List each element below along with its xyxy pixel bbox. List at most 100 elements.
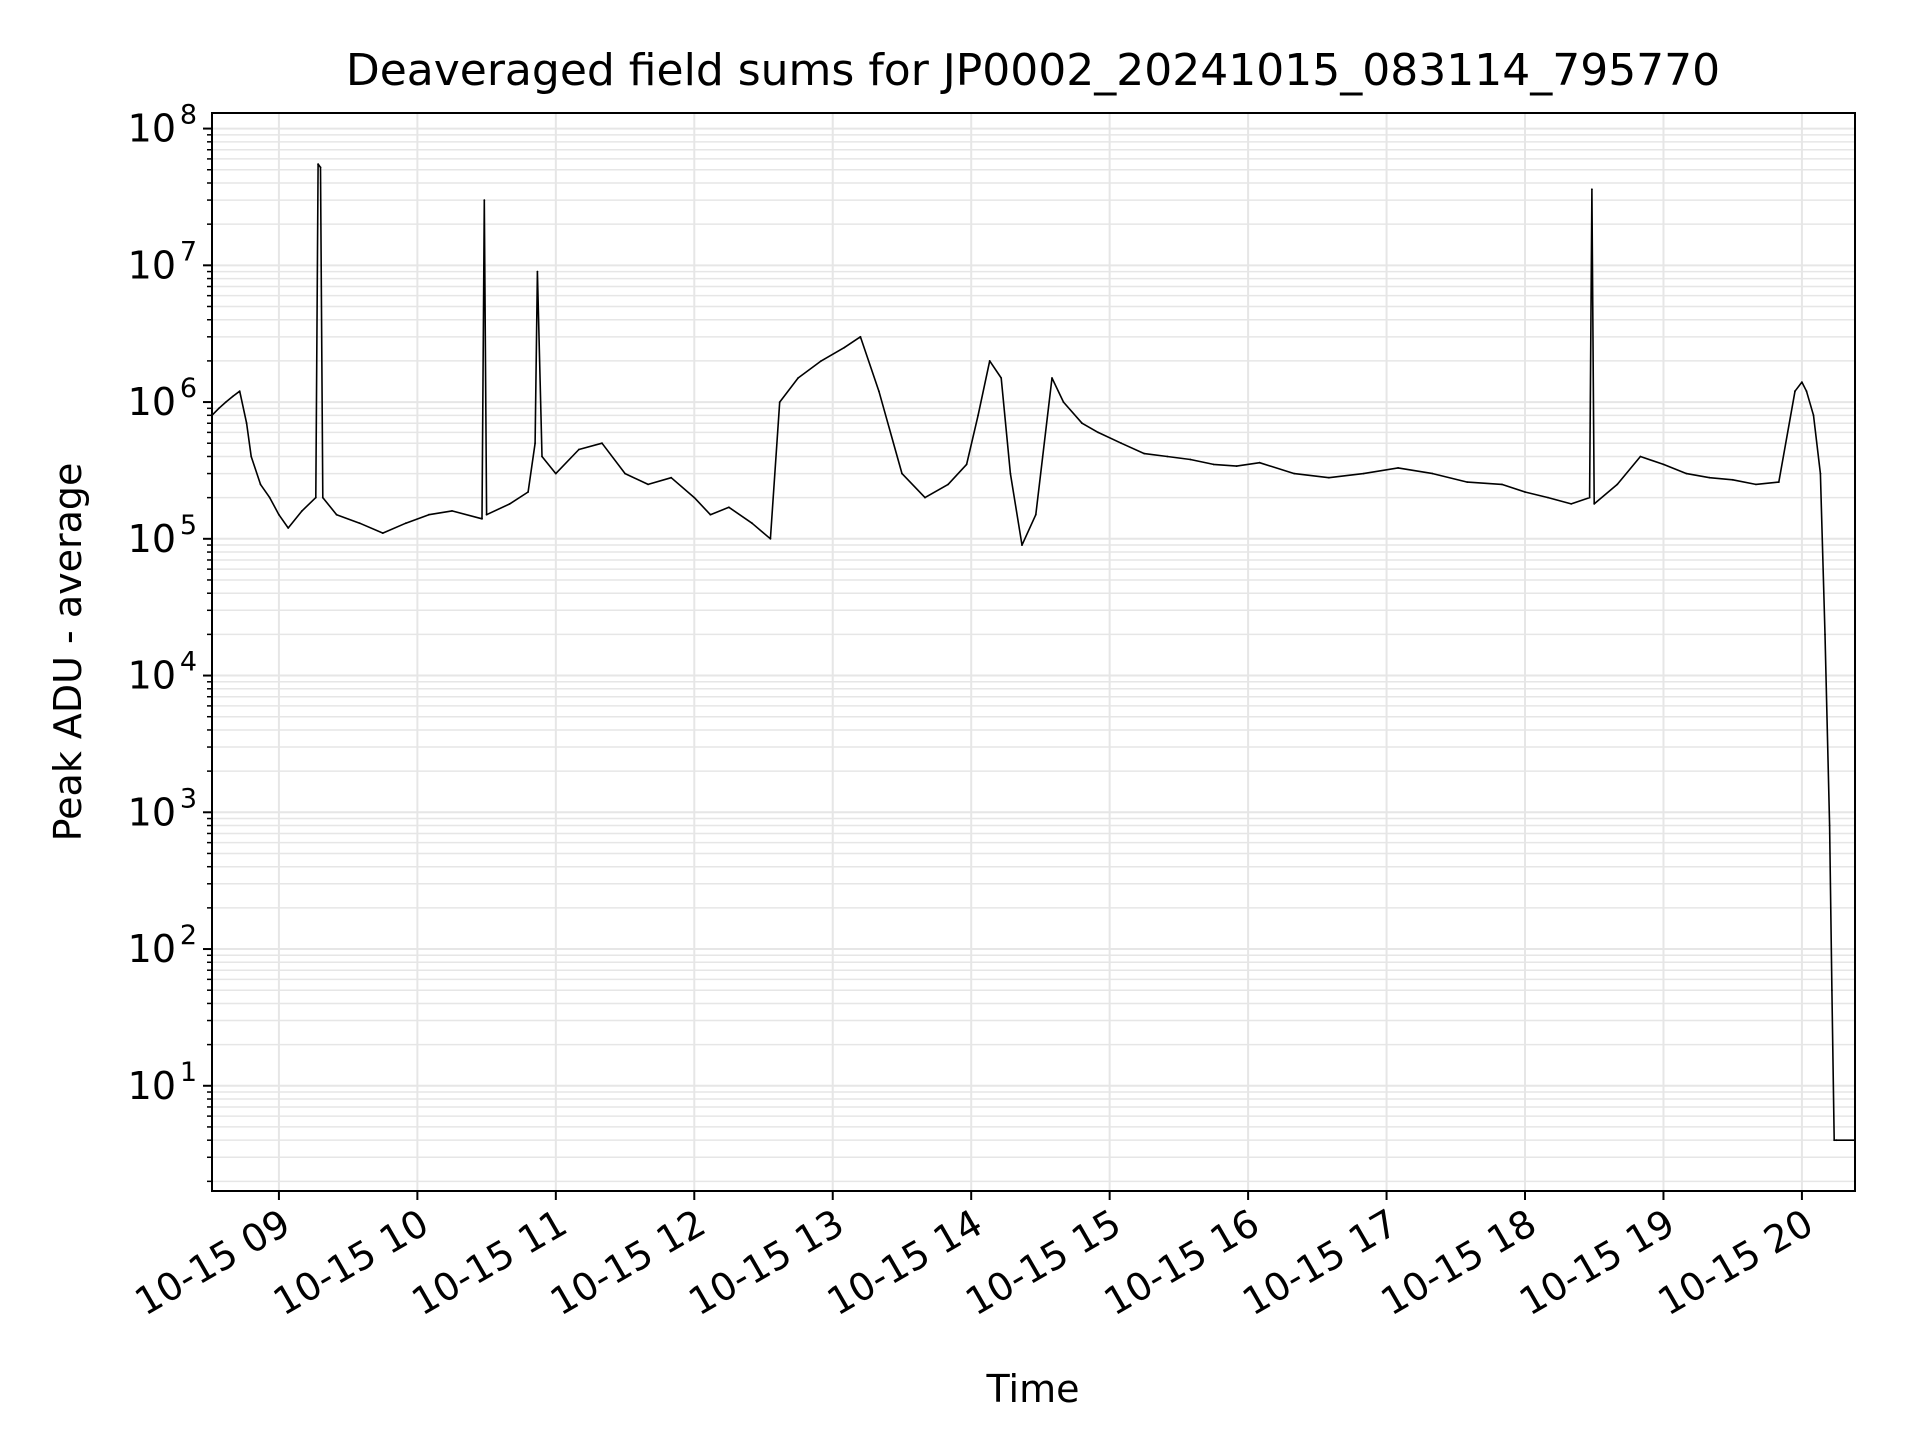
data-point <box>278 513 280 516</box>
data-point <box>451 510 453 512</box>
data-point <box>245 422 248 425</box>
data-point <box>1824 633 1826 636</box>
y-tick-exponent: 4 <box>180 647 197 678</box>
y-tick-exponent: 1 <box>180 1057 197 1088</box>
data-point <box>536 270 539 273</box>
data-point <box>1777 481 1780 483</box>
data-point <box>797 377 799 379</box>
data-point <box>901 472 903 475</box>
y-axis-label: Peak ADU - average <box>46 463 90 842</box>
data-point <box>1362 472 1365 475</box>
data-point <box>988 360 991 362</box>
x-tick-label: 10-15 20 <box>1650 1201 1820 1325</box>
x-tick-label: 10-15 12 <box>543 1201 713 1325</box>
y-tick-exponent: 2 <box>180 920 197 951</box>
data-point <box>314 496 317 499</box>
data-point <box>1034 513 1037 516</box>
data-point <box>483 199 486 202</box>
data-point <box>1062 401 1065 403</box>
x-tick-label: 10-15 18 <box>1374 1201 1544 1325</box>
data-point <box>1639 455 1642 458</box>
data-point <box>218 407 220 410</box>
data-point <box>1831 989 1833 992</box>
data-point <box>1835 1139 1838 1142</box>
data-point <box>335 513 338 516</box>
data-point <box>1120 442 1123 445</box>
data-point <box>843 346 846 349</box>
data-point <box>578 448 580 451</box>
data-point <box>1685 472 1688 475</box>
data-point <box>1588 496 1591 499</box>
data-point <box>778 401 781 403</box>
data-point <box>965 463 968 466</box>
data-point <box>534 442 536 445</box>
x-tick-label: 10-15 15 <box>958 1201 1128 1325</box>
y-tick-exponent: 7 <box>180 236 197 267</box>
data-point <box>1009 472 1012 475</box>
data-point <box>317 163 319 166</box>
data-point <box>820 360 823 362</box>
data-point <box>1754 483 1757 486</box>
data-point <box>301 510 303 512</box>
data-point <box>250 455 253 458</box>
data-point <box>751 522 753 525</box>
data-point <box>1570 503 1573 505</box>
data-point <box>670 476 673 479</box>
y-tick-label: 10 <box>128 107 176 151</box>
x-tick-label: 10-15 17 <box>1235 1201 1405 1325</box>
x-axis-label: Time <box>986 1367 1080 1411</box>
data-point <box>1235 465 1238 467</box>
y-tick-exponent: 6 <box>180 373 197 404</box>
data-point <box>1021 544 1023 546</box>
y-tick-exponent: 8 <box>180 100 197 131</box>
y-tick-label: 10 <box>128 243 176 287</box>
data-point <box>1524 491 1526 493</box>
data-point <box>1397 467 1399 469</box>
grid-lines <box>212 113 1855 1191</box>
x-tick-label: 10-15 09 <box>127 1201 297 1325</box>
data-point <box>1731 478 1734 481</box>
data-point <box>428 513 430 516</box>
data-point <box>485 513 488 516</box>
data-point <box>1812 414 1815 417</box>
data-point <box>259 483 262 486</box>
data-point <box>358 522 361 525</box>
data-point <box>1591 188 1593 191</box>
data-point <box>231 395 234 398</box>
data-point <box>693 496 696 499</box>
data-point <box>1051 377 1053 379</box>
data-point <box>1189 458 1192 461</box>
data-point <box>1212 463 1215 466</box>
data-point <box>1293 472 1296 475</box>
x-tick-label: 10-15 10 <box>266 1201 436 1325</box>
x-tick-label: 10-15 13 <box>681 1201 851 1325</box>
data-point <box>728 506 730 509</box>
data-point <box>381 532 384 534</box>
data-point <box>268 496 271 499</box>
series-line <box>211 163 1855 1141</box>
data-point <box>1662 463 1665 466</box>
data-point <box>481 517 483 520</box>
data-point <box>1794 390 1796 393</box>
data-point <box>224 401 227 403</box>
y-tick-label: 10 <box>128 790 176 834</box>
x-tick-label: 10-15 14 <box>820 1201 990 1325</box>
y-tick-label: 10 <box>128 1064 176 1108</box>
data-point <box>1097 431 1099 434</box>
data-point <box>541 455 543 458</box>
data-point <box>1143 452 1146 455</box>
data-point <box>404 522 407 525</box>
data-point <box>1166 455 1169 458</box>
data-point <box>554 472 557 475</box>
y-tick-label: 10 <box>128 380 176 424</box>
data-point <box>924 496 926 499</box>
data-point <box>1828 824 1831 827</box>
data-point <box>238 390 241 393</box>
chart-title: Deaveraged field sums for JP0002_2024101… <box>346 45 1720 96</box>
series-layer <box>211 163 1856 1142</box>
y-tick-exponent: 5 <box>180 510 197 541</box>
x-tick-label: 10-15 11 <box>404 1201 574 1325</box>
data-point <box>1819 472 1822 475</box>
